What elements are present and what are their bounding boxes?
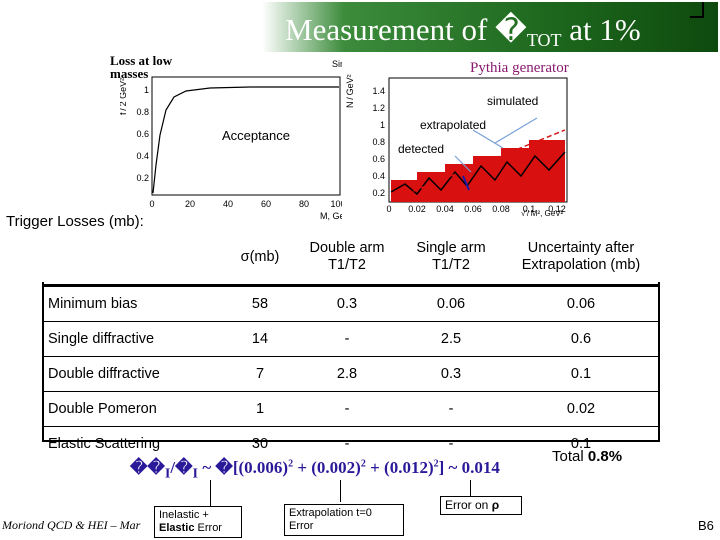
- table-border-right: [658, 282, 660, 442]
- table-row: Single diffractive 14 - 2.5 0.6: [44, 321, 658, 357]
- right-ytick: 0.6: [372, 154, 385, 164]
- row-label: Double diffractive: [48, 366, 160, 382]
- table-cell: 0.3: [336, 296, 358, 312]
- table-border-bottom: [42, 440, 660, 442]
- right-ytick: 0.4: [372, 171, 385, 181]
- table-cell: 30: [251, 436, 269, 452]
- loss-label: Loss at low masses: [110, 53, 173, 81]
- right-xtick: 0: [386, 204, 391, 214]
- header-cell: Uncertainty after Extrapolation (mb): [521, 240, 641, 273]
- table-cell: 0.06: [436, 296, 466, 312]
- table-cell: -: [448, 401, 454, 417]
- table-row: Minimum bias 58 0.3 0.06 0.06: [44, 285, 658, 322]
- bracket-line: [340, 480, 341, 502]
- right-xlabel: √ʹ/ M², GeV²: [521, 209, 564, 218]
- right-ytick: 1.4: [372, 86, 385, 96]
- left-xtick: 0: [149, 199, 154, 209]
- table-cell: 0.3: [440, 366, 462, 382]
- table-cell: 0.06: [566, 296, 596, 312]
- left-xtick: 60: [261, 199, 271, 209]
- left-ytick: 1: [144, 85, 149, 95]
- extrapolated-pointer: [472, 129, 504, 149]
- left-ytick: 0.8: [136, 107, 149, 117]
- table-cell: -: [344, 331, 350, 347]
- rho-error-note: Error on ρ: [440, 496, 522, 515]
- row-label: Double Pomeron: [48, 401, 157, 417]
- right-ytick: 1.2: [372, 103, 385, 113]
- corner-mark: [690, 16, 704, 18]
- table-cell: 0.1: [570, 366, 592, 382]
- detected-pointer: [454, 155, 472, 173]
- simulated-pointer: [494, 117, 538, 144]
- table-cell: 58: [251, 296, 269, 312]
- header-cell: Double arm T1/T2: [309, 240, 385, 273]
- row-label: Single diffractive: [48, 331, 155, 347]
- trigger-losses-label: Trigger Losses (mb):: [6, 213, 144, 230]
- error-formula: ��I/�I ~ �[(0.006)2 + (0.002)2 + (0.012)…: [130, 458, 500, 482]
- row-label: Minimum bias: [48, 296, 138, 312]
- left-plot-title: Single diffraction: [332, 59, 342, 69]
- bracket-line: [470, 480, 471, 498]
- detected-label: detected: [398, 142, 445, 156]
- left-xtick: 80: [299, 199, 309, 209]
- table-row: Double diffractive 7 2.8 0.3 0.1: [44, 356, 658, 392]
- distribution-plot: N / GeV² 1.4 1.2 1 0.8 0.6 0.4 0.2 0 0.0…: [345, 74, 568, 218]
- table-cell: 1: [255, 401, 265, 417]
- detected-histogram: [390, 151, 566, 196]
- right-xtick: 0.12: [548, 204, 566, 214]
- corner-mark: [702, 2, 704, 18]
- detected-arrow: [462, 175, 470, 191]
- simulated-label: simulated: [487, 94, 539, 108]
- left-xlabel: M, GeV: [320, 211, 342, 221]
- left-plot-ylabel: f / 2 GeV²: [120, 78, 128, 115]
- table-cell: 2.5: [440, 331, 462, 347]
- acceptance-curve: [152, 86, 339, 194]
- extrapolation-note: Extrapolation t=0 Error: [284, 504, 404, 536]
- header-cell: σ(mb): [240, 248, 280, 265]
- extrapolated-line: [390, 129, 566, 201]
- bracket-line: [210, 480, 211, 508]
- row-label: Elastic Scattering: [48, 436, 161, 452]
- total-error: Total 0.8%: [552, 448, 623, 465]
- table-border-left: [42, 282, 44, 442]
- slide-number: B6: [698, 518, 714, 533]
- left-xtick: 20: [185, 199, 195, 209]
- right-xtick: 0.04: [436, 204, 454, 214]
- left-ytick: 0.4: [136, 151, 149, 161]
- right-plot-ylabel: N / GeV²: [345, 74, 355, 108]
- right-xtick: 0.02: [408, 204, 426, 214]
- extrapolated-label: extrapolated: [420, 118, 487, 132]
- trigger-losses-table: σ(mb) Double arm T1/T2 Single arm T1/T2 …: [44, 230, 658, 461]
- table-cell: 7: [255, 366, 265, 382]
- left-xtick: 100: [330, 199, 342, 209]
- table-cell: 0.02: [566, 401, 596, 417]
- header-cell: [44, 230, 224, 286]
- table-cell: 14: [251, 331, 269, 347]
- table-cell: -: [344, 436, 350, 452]
- acceptance-label: Acceptance: [222, 128, 290, 143]
- acceptance-plot: Single diffraction f / 2 GeV² 1 0.8 0.6 …: [120, 59, 342, 221]
- table-header-row: σ(mb) Double arm T1/T2 Single arm T1/T2 …: [44, 230, 658, 286]
- slide-title: Measurement of �TOT at 1%: [285, 12, 641, 50]
- right-xtick: 0.1: [523, 204, 536, 214]
- table-row: Double Pomeron 1 - - 0.02: [44, 391, 658, 427]
- generator-label: Pythia generator: [470, 60, 569, 76]
- right-ytick: 0.8: [372, 137, 385, 147]
- table-cell: 0.6: [570, 331, 592, 347]
- left-xtick: 40: [223, 199, 233, 209]
- table-cell: -: [344, 401, 350, 417]
- inelastic-elastic-note: Inelastic + Elastic Error: [154, 506, 242, 538]
- right-ytick: 0.2: [372, 188, 385, 198]
- table-cell: -: [448, 436, 454, 452]
- table-cell: 2.8: [336, 366, 358, 382]
- footer-text: Moriond QCD & HEI – Mar: [2, 518, 141, 532]
- right-ytick: 1: [380, 120, 385, 130]
- header-cell: Single arm T1/T2: [416, 240, 486, 273]
- left-ytick: 0.2: [136, 173, 149, 183]
- title-banner: [262, 2, 718, 52]
- right-xtick: 0.08: [492, 204, 510, 214]
- right-xtick: 0.06: [464, 204, 482, 214]
- left-ytick: 0.6: [136, 129, 149, 139]
